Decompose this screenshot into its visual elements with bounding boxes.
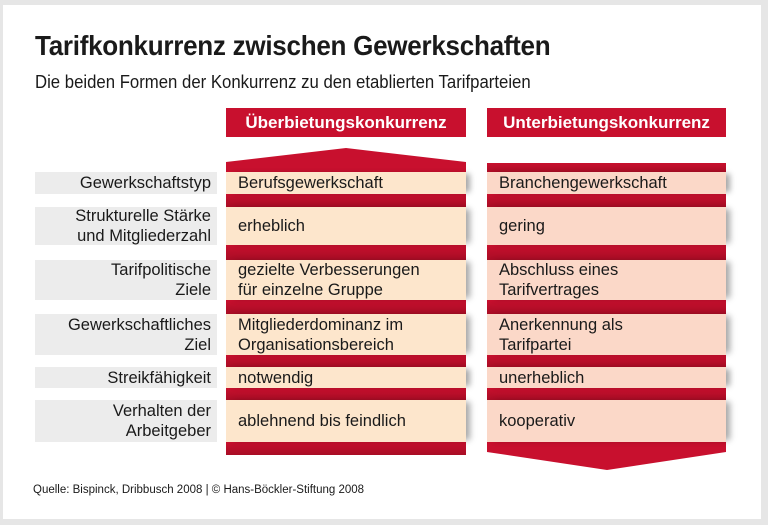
cell-unterbietung-gewerkschaftstyp: Branchengewerkschaft — [487, 172, 726, 194]
row-label-tarifpolitische-ziele: Tarifpolitische Ziele — [35, 260, 217, 300]
row-label-gewerkschaftliches-ziel: Gewerkschaftliches Ziel — [35, 314, 217, 355]
label-line: Strukturelle Stärke — [75, 207, 211, 225]
cell-line: Mitgliederdominanz im — [238, 315, 404, 334]
cell-line: notwendig — [238, 368, 314, 387]
cell-line: für einzelne Gruppe — [238, 281, 383, 299]
roof-top-shape — [226, 148, 466, 173]
cell-ueberbietung-strukturelle-staerke: erheblich — [226, 207, 466, 245]
separator-bar — [226, 194, 466, 207]
label-line: Arbeitgeber — [125, 422, 211, 440]
label-line: Ziel — [184, 335, 211, 354]
row-label-gewerkschaftstyp: Gewerkschaftstyp — [35, 172, 217, 194]
separator-bar — [487, 355, 726, 367]
separator-bar — [487, 245, 726, 260]
cell-line: unerheblich — [499, 368, 585, 387]
cell-ueberbietung-tarifpolitische-ziele: gezielte Verbesserungen für einzelne Gru… — [226, 260, 466, 300]
row-label-strukturelle-staerke: Strukturelle Stärke und Mitgliederzahl — [35, 207, 217, 245]
page-title: Tarifkonkurrenz zwischen Gewerkschaften — [35, 30, 551, 61]
cell-line: Organisationsbereich — [238, 335, 394, 354]
cell-line: Tarifpartei — [499, 335, 572, 354]
cell-line: Anerkennung als — [499, 315, 623, 334]
label-line: Gewerkschaftstyp — [79, 174, 211, 192]
label-line: Streikfähigkeit — [107, 368, 211, 387]
label-line: Gewerkschaftliches — [67, 315, 211, 334]
cell-line: Berufsgewerkschaft — [238, 174, 383, 192]
column1-bottom-bar — [226, 442, 466, 455]
column2-top-bar — [487, 163, 726, 173]
label-line: Ziele — [175, 281, 211, 299]
cell-unterbietung-strukturelle-staerke: gering — [487, 207, 726, 245]
cell-line: Abschluss eines — [499, 261, 619, 279]
separator-bar — [226, 245, 466, 260]
column-header-ueberbietung: Überbietungskonkurrenz — [226, 108, 466, 137]
row-label-verhalten-arbeitgeber: Verhalten der Arbeitgeber — [35, 400, 217, 442]
cell-ueberbietung-gewerkschaftliches-ziel: Mitgliederdominanz im Organisationsberei… — [226, 314, 466, 355]
cell-unterbietung-tarifpolitische-ziele: Abschluss eines Tarifvertrages — [487, 260, 726, 300]
separator-bar — [487, 388, 726, 400]
cell-line: ablehnend bis feindlich — [238, 412, 406, 430]
cell-line: gezielte Verbesserungen — [238, 261, 420, 279]
page-subtitle: Die beiden Formen der Konkurrenz zu den … — [35, 72, 531, 92]
cell-line: kooperativ — [499, 412, 576, 430]
separator-bar — [487, 194, 726, 207]
cell-unterbietung-streikfaehigkeit: unerheblich — [487, 367, 726, 388]
cell-ueberbietung-streikfaehigkeit: notwendig — [226, 367, 466, 388]
separator-bar — [226, 388, 466, 400]
row-label-streikfaehigkeit: Streikfähigkeit — [35, 367, 217, 388]
cell-line: erheblich — [238, 217, 305, 235]
cell-unterbietung-verhalten-arbeitgeber: kooperativ — [487, 400, 726, 442]
column-header-unterbietung: Unterbietungskonkurrenz — [487, 108, 726, 137]
separator-bar — [226, 300, 466, 314]
source-footer: Quelle: Bispinck, Dribbusch 2008 | © Han… — [33, 484, 365, 496]
cell-line: Branchengewerkschaft — [499, 174, 667, 192]
arrow-down-shape — [487, 442, 726, 470]
label-line: Verhalten der — [112, 402, 211, 420]
cell-ueberbietung-gewerkschaftstyp: Berufsgewerkschaft — [226, 172, 466, 194]
label-line: und Mitgliederzahl — [77, 227, 211, 245]
cell-ueberbietung-verhalten-arbeitgeber: ablehnend bis feindlich — [226, 400, 466, 442]
separator-bar — [226, 355, 466, 367]
cell-line: Tarifvertrages — [499, 281, 599, 299]
cell-line: gering — [499, 217, 545, 235]
separator-bar — [487, 300, 726, 314]
cell-unterbietung-gewerkschaftliches-ziel: Anerkennung als Tarifpartei — [487, 314, 726, 355]
label-line: Tarifpolitische — [111, 261, 211, 279]
